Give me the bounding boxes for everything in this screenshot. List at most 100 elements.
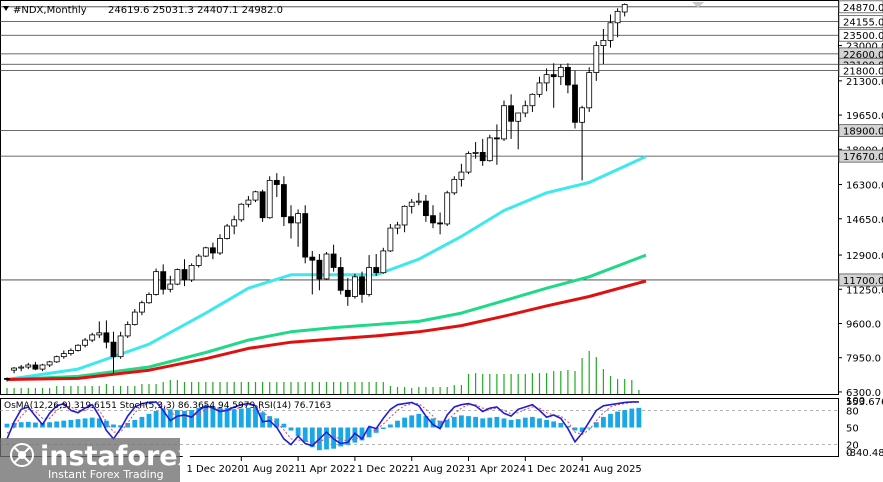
candle-body-39 <box>280 184 287 218</box>
candle-body-56 <box>401 205 408 226</box>
indicator-axis-label-0: 553.676 <box>846 397 883 408</box>
time-tick-label-2: 1 Apr 2022 <box>300 464 355 475</box>
svg-text:24155.0: 24155.0 <box>843 18 883 29</box>
watermark-tagline: Instant Forex Trading <box>48 468 164 481</box>
osma-bar-55 <box>395 420 400 428</box>
candle-body-15 <box>110 341 117 358</box>
price-tick-label-6: 16300.0 <box>846 181 883 192</box>
osma-bar-66 <box>473 416 478 428</box>
price-tick-label-4: 12900.0 <box>846 251 883 262</box>
svg-text:11700.0: 11700.0 <box>843 276 883 287</box>
osma-bar-19 <box>139 416 145 428</box>
ohlc-readout: 24619.6 25031.3 24407.1 24982.0 <box>108 5 283 16</box>
osma-bar-86 <box>615 411 620 428</box>
candle-body-76 <box>543 74 550 84</box>
candle-body-75 <box>536 82 543 95</box>
candle-body-62 <box>444 192 451 225</box>
osma-bar-54 <box>388 424 393 428</box>
level-tag-7: 17670.0 <box>838 149 883 163</box>
candle-body-74 <box>529 93 536 107</box>
osma-bar-60 <box>430 418 436 428</box>
osma-bar-35 <box>253 407 258 428</box>
candle-body-87 <box>621 4 628 13</box>
level-tag-2: 23500.0 <box>838 28 883 42</box>
svg-text:23500.0: 23500.0 <box>843 31 883 42</box>
candle-body-59 <box>422 200 429 217</box>
candle-body-24 <box>174 269 181 285</box>
price-tick-label-3: 11250.0 <box>846 285 883 296</box>
osma-bar-28 <box>203 405 209 428</box>
candle-body-85 <box>607 22 614 41</box>
osma-bar-12 <box>89 417 95 428</box>
candle-body-49 <box>351 276 358 297</box>
candle-body-67 <box>479 151 486 162</box>
candle-body-60 <box>430 215 436 224</box>
price-pane-border <box>0 0 839 395</box>
candle-body-25 <box>181 269 188 281</box>
osma-bar-62 <box>444 419 450 428</box>
osma-bar-48 <box>345 427 351 445</box>
osma-bar-23 <box>167 409 173 428</box>
indicator-axis-label-1: 100 <box>846 396 865 407</box>
osma-bar-49 <box>352 427 358 443</box>
osma-bar-38 <box>274 418 280 428</box>
candle-body-71 <box>508 105 515 122</box>
candle-body-61 <box>437 222 444 225</box>
osma-bar-33 <box>238 408 244 428</box>
osma-bar-59 <box>423 416 429 428</box>
time-tick-label-5: 1 Apr 2024 <box>471 464 526 475</box>
level-tag-0: 24870.0 <box>838 0 883 14</box>
candle-body-17 <box>124 324 131 337</box>
candle-body-72 <box>515 112 522 122</box>
osma-bar-4 <box>33 422 38 428</box>
candle-body-45 <box>323 253 330 280</box>
candle-body-50 <box>359 276 365 295</box>
candle-body-5 <box>39 364 46 370</box>
candle-body-8 <box>60 353 67 358</box>
candle-body-66 <box>472 151 479 154</box>
osma-bar-41 <box>295 427 301 436</box>
candle-body-70 <box>501 105 507 140</box>
candle-body-54 <box>387 227 394 252</box>
candle-body-78 <box>557 66 564 78</box>
indicator-axis: 553.67610080 50 200-840.483 <box>846 396 883 459</box>
candle-body-51 <box>366 267 373 295</box>
candle-body-21 <box>153 271 160 295</box>
osma-bar-76 <box>544 419 549 428</box>
watermark-panel <box>0 438 180 482</box>
time-tick-label-0: 1 Dec 2020 <box>187 464 245 475</box>
time-tick-label-6: 1 Dec 2024 <box>527 464 585 475</box>
osma-bar-17 <box>125 422 131 428</box>
osma-bar-34 <box>246 407 251 428</box>
osma-bar-22 <box>160 408 166 428</box>
indicator-axis-label-4: 20 <box>846 441 859 452</box>
osma-bar-29 <box>210 406 216 428</box>
time-tick-label-4: 1 Aug 2023 <box>414 464 472 475</box>
level-tag-5: 21800.0 <box>838 64 883 77</box>
level-tags: 24870.024155.023500.022600.022100.021800… <box>838 0 883 287</box>
ma-line-green <box>6 253 647 381</box>
ma-line-red <box>6 279 647 381</box>
osma-bar-27 <box>196 407 202 428</box>
candle-body-20 <box>146 294 152 304</box>
osma-bar-25 <box>182 410 187 428</box>
candle-body-27 <box>195 255 202 266</box>
time-tick-label-7: 1 Aug 2025 <box>584 464 642 475</box>
candle-body-18 <box>131 311 138 325</box>
candle-body-47 <box>337 267 344 291</box>
candle-body-7 <box>53 356 60 363</box>
symbol-dropdown-icon[interactable] <box>3 6 9 11</box>
candle-body-79 <box>565 66 571 86</box>
time-tick-label-3: 1 Dec 2022 <box>357 464 415 475</box>
osma-bar-31 <box>224 407 230 428</box>
osma-bar-15 <box>111 424 116 428</box>
candle-body-14 <box>103 332 110 343</box>
indicator-header: OsMA(12,26,9) 319.6151 Stoch(5,3,3) 86.3… <box>4 401 331 411</box>
osma-bar-10 <box>75 419 81 428</box>
candle-body-40 <box>288 216 294 224</box>
chart-shift-marker-icon[interactable] <box>692 2 704 8</box>
candle-body-86 <box>614 10 621 24</box>
osma-bar-37 <box>267 416 273 428</box>
osma-bar-32 <box>231 409 237 428</box>
